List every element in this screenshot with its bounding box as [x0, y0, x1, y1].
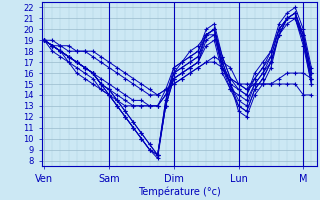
X-axis label: Température (°c): Température (°c) — [138, 186, 220, 197]
